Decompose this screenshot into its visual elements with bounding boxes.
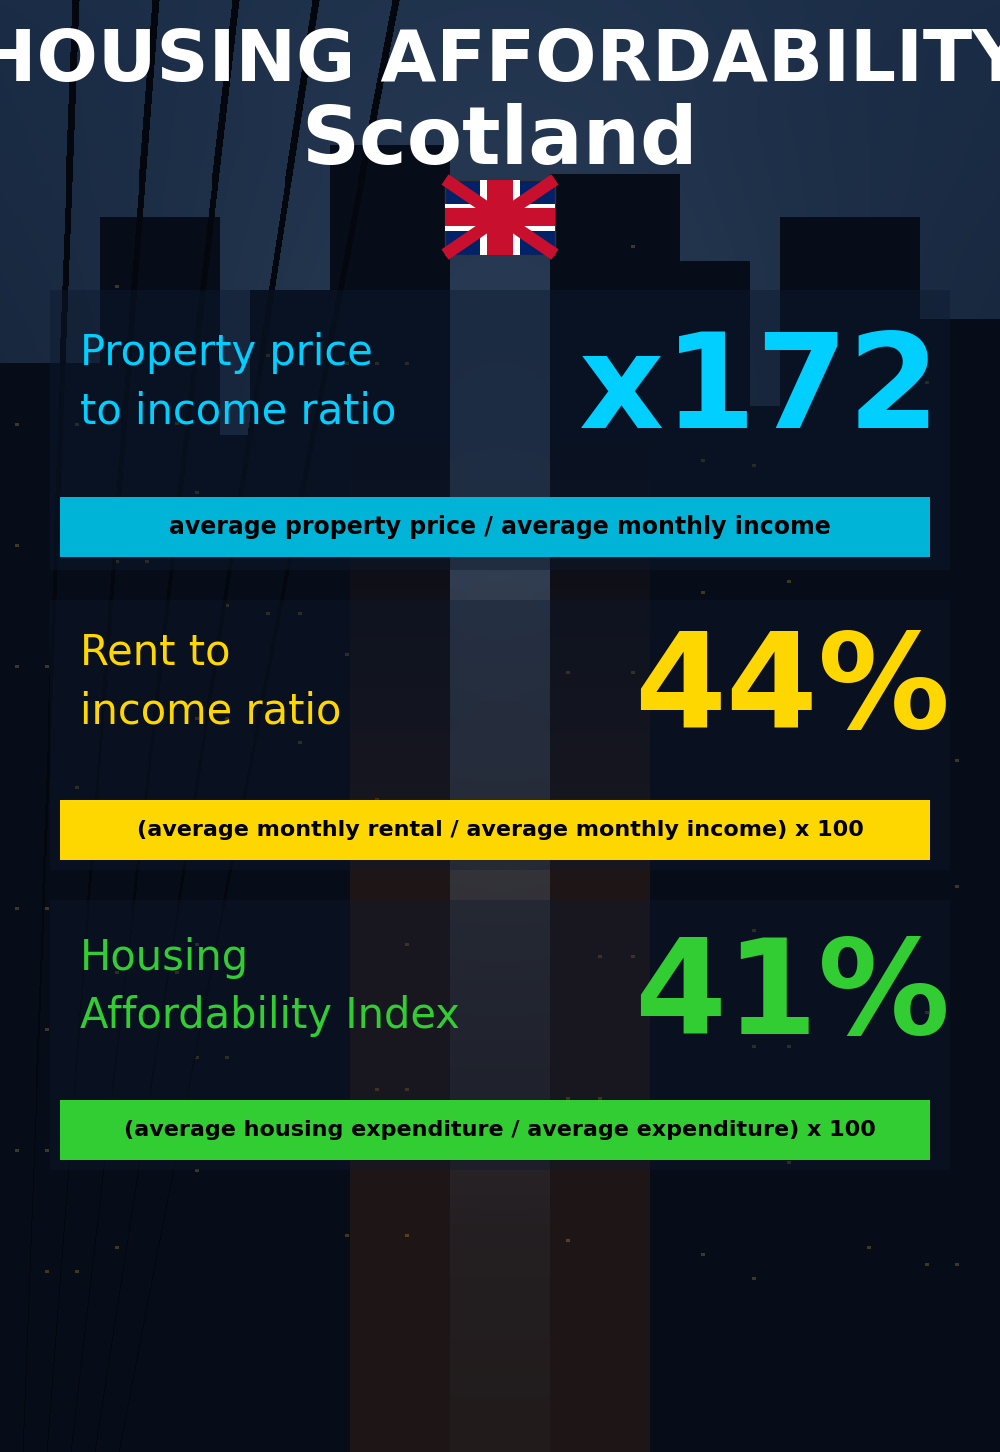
Text: (average monthly rental / average monthly income) x 100: (average monthly rental / average monthl… (137, 820, 863, 841)
FancyBboxPatch shape (445, 180, 555, 254)
Text: 41%: 41% (634, 934, 950, 1060)
FancyBboxPatch shape (445, 209, 555, 225)
Text: Housing
Affordability Index: Housing Affordability Index (80, 937, 460, 1037)
FancyBboxPatch shape (445, 203, 555, 231)
Text: 44%: 44% (634, 629, 950, 755)
Text: Property price
to income ratio: Property price to income ratio (80, 331, 396, 433)
FancyBboxPatch shape (487, 180, 513, 254)
FancyBboxPatch shape (480, 180, 520, 254)
Text: (average housing expenditure / average expenditure) x 100: (average housing expenditure / average e… (124, 1119, 876, 1140)
Text: average property price / average monthly income: average property price / average monthly… (169, 515, 831, 539)
Text: HOUSING AFFORDABILITY: HOUSING AFFORDABILITY (0, 28, 1000, 96)
FancyBboxPatch shape (60, 800, 930, 860)
FancyBboxPatch shape (50, 290, 950, 571)
FancyBboxPatch shape (50, 900, 950, 1170)
FancyBboxPatch shape (60, 497, 930, 558)
FancyBboxPatch shape (50, 600, 950, 870)
FancyBboxPatch shape (60, 1101, 930, 1160)
Text: Scotland: Scotland (302, 103, 698, 182)
Text: Rent to
income ratio: Rent to income ratio (80, 632, 341, 732)
Text: x172: x172 (579, 328, 940, 456)
